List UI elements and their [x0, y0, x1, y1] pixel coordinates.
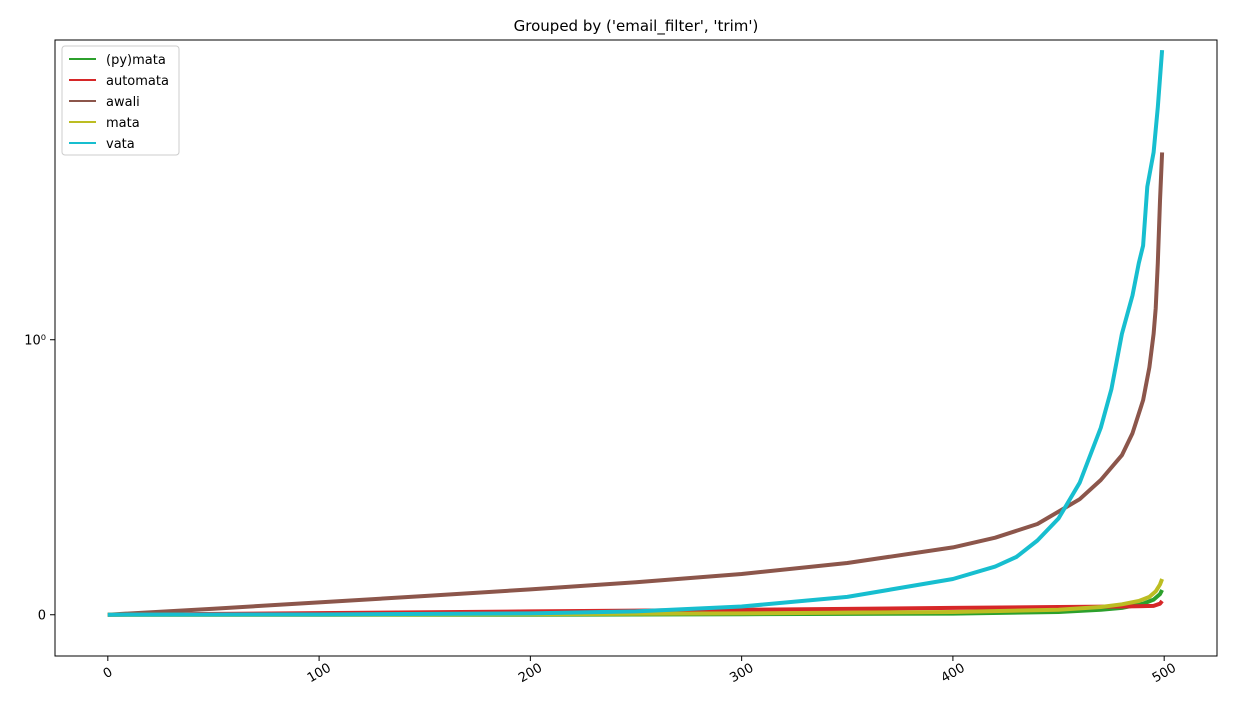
legend: (py)mata automata awali mata vata: [61, 45, 180, 156]
legend-label: vata: [106, 137, 135, 152]
plot-frame: [54, 39, 1218, 657]
legend-label: awali: [106, 95, 140, 110]
legend-label: (py)mata: [106, 53, 166, 68]
legend-label: automata: [106, 74, 169, 89]
series-line-2: [107, 152, 1165, 617]
series-layer: [107, 49, 1165, 617]
y-tick-label: 10⁰: [24, 334, 46, 349]
legend-box: [61, 45, 180, 156]
series-line-4: [107, 49, 1165, 617]
chart-title: Grouped by ('email_filter', 'trim'): [514, 17, 759, 36]
y-tick-label: 0: [38, 609, 46, 624]
legend-label: mata: [106, 116, 140, 131]
